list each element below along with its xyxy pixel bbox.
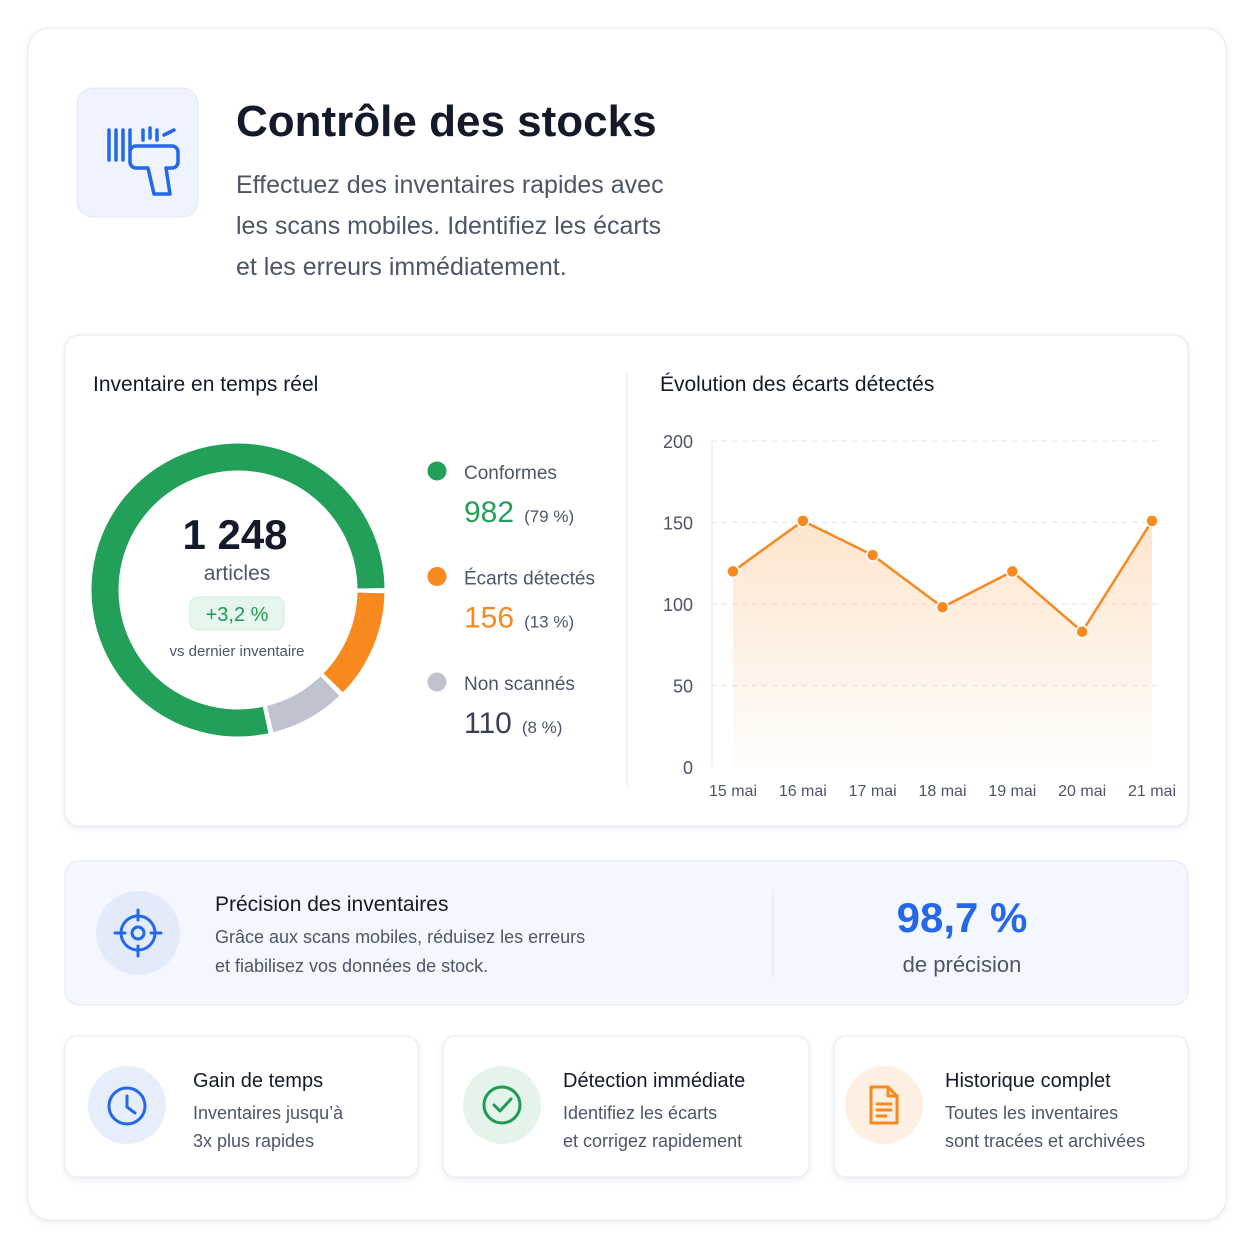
donut-total: 1 248	[182, 511, 287, 558]
donut-segment	[266, 676, 340, 733]
check-icon-bg	[463, 1066, 541, 1144]
legend-dot	[427, 567, 447, 586]
feature-title: Détection immédiate	[563, 1070, 745, 1092]
legend-percent: (13 %)	[524, 613, 574, 632]
change-badge	[189, 596, 285, 631]
legend-value: 156	[464, 602, 514, 635]
donut-unit: articles	[204, 562, 271, 585]
legend-value: 110	[464, 707, 512, 740]
check-icon	[482, 1085, 522, 1125]
line-point	[1145, 514, 1159, 528]
feature-title: Historique complet	[945, 1070, 1111, 1092]
legend-label: Conformes	[464, 463, 557, 484]
feature-text: 3x plus rapides	[193, 1131, 314, 1151]
chart-title: Évolution des écarts détectés	[660, 373, 934, 396]
line-chart: Évolution des écarts détectés 0 50 100 150 2…	[660, 373, 1176, 800]
feature-card	[64, 1035, 419, 1178]
line-point	[865, 548, 880, 562]
donut-segment	[91, 443, 385, 737]
area-fill	[733, 520, 1152, 767]
legend-percent: (79 %)	[524, 507, 574, 526]
line-point	[1005, 564, 1020, 579]
legend-label: Écarts détectés	[464, 569, 595, 590]
precision-description: Grâce aux scans mobiles, réduisez les er…	[215, 927, 585, 947]
page-description: les scans mobiles. Identifiez les écarts	[236, 212, 661, 240]
precision-card	[64, 860, 1189, 1006]
target-icon	[113, 908, 163, 958]
x-tick-label: 19 mai	[988, 783, 1036, 800]
y-tick-label: 0	[683, 758, 693, 778]
clock-icon	[107, 1086, 147, 1126]
precision-title: Précision des inventaires	[215, 893, 448, 916]
legend-percent: (8 %)	[522, 718, 563, 737]
feature-card	[442, 1035, 810, 1178]
legend-value: 982	[464, 496, 514, 529]
feature-card	[833, 1035, 1189, 1178]
x-tick-label: 20 mai	[1058, 783, 1106, 800]
legend-label: Non scannés	[464, 674, 575, 695]
feature-text: Toutes les inventaires	[945, 1103, 1118, 1123]
scanner-icon-box	[76, 87, 199, 218]
page-description: Effectuez des inventaires rapides avec	[236, 171, 664, 199]
legend-dot	[427, 672, 447, 692]
x-tick-label: 16 mai	[779, 783, 827, 800]
line-point	[796, 514, 810, 528]
line-point	[935, 600, 950, 615]
y-tick-label: 200	[663, 432, 693, 452]
y-tick-label: 50	[673, 677, 693, 697]
feature-text: et corrigez rapidement	[563, 1131, 742, 1151]
x-tick-label: 18 mai	[918, 783, 966, 800]
change-note: vs dernier inventaire	[169, 643, 304, 660]
feature-text: Inventaires jusqu’à	[193, 1103, 344, 1123]
chart-title: Inventaire en temps réel	[93, 373, 318, 396]
document-icon	[869, 1085, 899, 1125]
feature-text: Identifiez les écarts	[563, 1103, 717, 1123]
donut-segment	[323, 592, 385, 693]
precision-caption: de précision	[903, 952, 1022, 977]
x-tick-label: 15 mai	[709, 783, 757, 800]
feature-title: Gain de temps	[193, 1070, 323, 1092]
feature-text: sont tracées et archivées	[945, 1131, 1145, 1151]
scanner-icon	[107, 126, 180, 196]
x-tick-label: 21 mai	[1128, 783, 1176, 800]
page-description: et les erreurs immédiatement.	[236, 253, 567, 281]
legend-dot	[427, 461, 447, 481]
x-tick-label: 17 mai	[849, 783, 897, 800]
y-tick-label: 150	[663, 514, 693, 534]
page-title: Contrôle des stocks	[236, 97, 657, 146]
target-icon-bg	[96, 891, 180, 975]
donut-chart: Inventaire en temps réel 1 248 articles …	[91, 373, 595, 740]
line-point	[1075, 624, 1089, 639]
line-point	[726, 564, 740, 579]
change-value: +3,2 %	[206, 604, 269, 626]
y-tick-label: 100	[663, 595, 693, 615]
precision-description: et fiabilisez vos données de stock.	[215, 956, 488, 976]
precision-value: 98,7 %	[897, 894, 1028, 941]
